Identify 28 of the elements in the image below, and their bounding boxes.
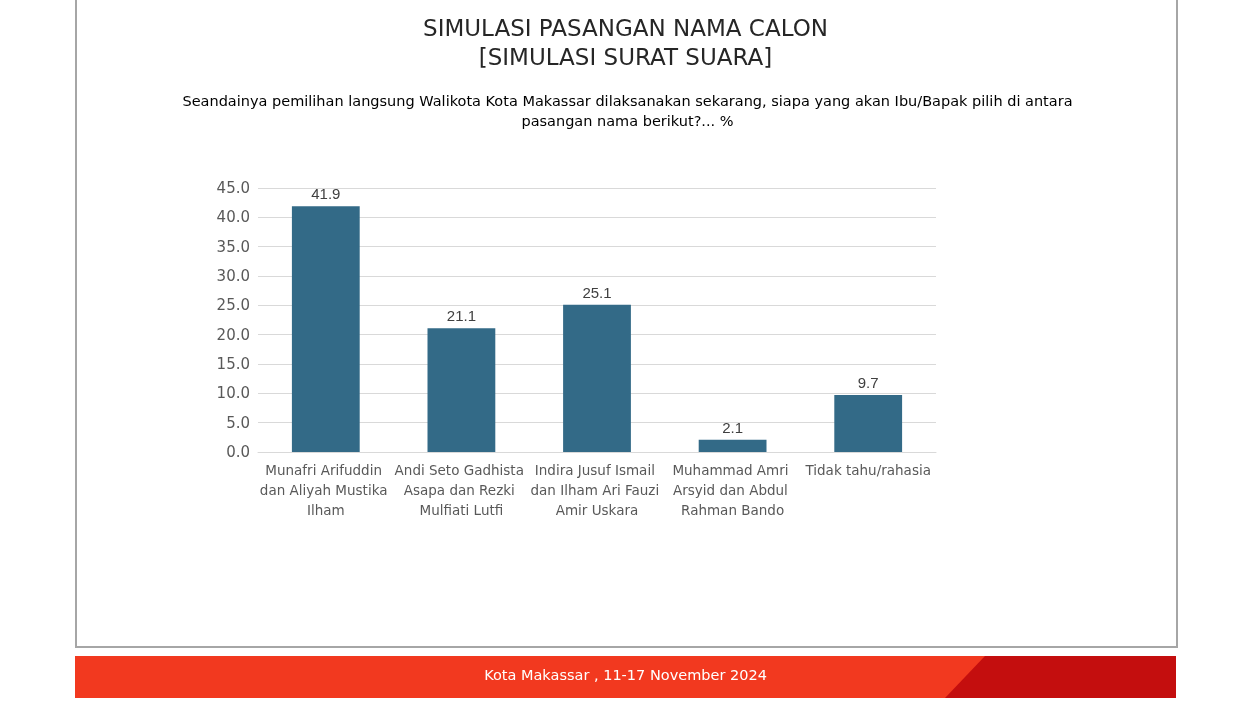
data-label: 41.9 [311,185,341,203]
data-label: 25.1 [582,283,612,301]
y-tick-label: 10.0 [216,384,250,403]
chart-title: SIMULASI PASANGAN NAMA CALON [SIMULASI SURAT SUARA] [422,14,829,72]
text: Kota Makassar , 11-17 November 2024 [483,667,768,683]
y-tick-label: 5.0 [226,413,250,432]
x-tick-label: Tidak tahu/rahasia [804,462,931,478]
y-tick-label: 15.0 [216,355,250,373]
x-tick-label: Andi Seto Gadhista Asapa dan Rezki Mulfiati Lutfi [394,462,529,518]
x-tick-label: Muhammad Amri Arsyid dan Abdul Rahman Bando [672,462,793,518]
y-tick-label: 45.0 [216,179,250,197]
chart-subtitle: Seandainya pemilihan langsung Walikota Kota Makassar dilaksanakan sekarang, siapa yang akan Ibu/Bapak pilih di antara pasangan nama berikut?... % [181,92,1074,131]
data-label: 21.1 [446,307,476,325]
data-label: 2.1 [722,418,744,436]
bar [834,395,903,452]
y-tick-label: 0.0 [226,443,250,461]
y-tick-label: 35.0 [216,237,250,256]
bar [698,439,767,452]
x-tick-label: Munafri Arifuddin dan Aliyah Mustika Ilham [259,462,392,518]
bar [563,304,631,452]
bar [291,206,360,452]
x-tick-label: Indira Jusuf Ismail dan Ilham Ari Fauzi Amir Uskara [530,462,664,518]
y-tick-label: 20.0 [216,325,250,344]
y-tick-label: 30.0 [216,267,250,285]
data-label: 9.7 [857,374,879,392]
y-tick-label: 40.0 [216,208,250,227]
y-tick-label: 25.0 [216,296,250,315]
bar [427,328,496,452]
